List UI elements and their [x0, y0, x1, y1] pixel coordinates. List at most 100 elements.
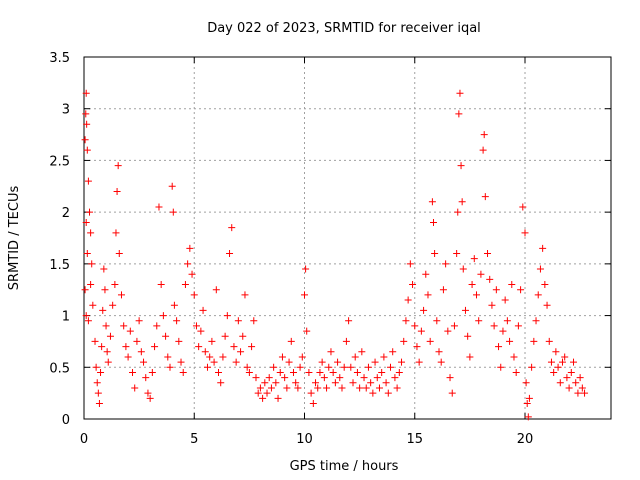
data-point — [327, 348, 335, 356]
data-point — [252, 374, 260, 382]
data-point — [83, 146, 91, 154]
data-point — [114, 162, 122, 170]
x-tick-label: 15 — [406, 432, 423, 447]
data-point — [83, 250, 91, 258]
data-point — [103, 348, 111, 356]
data-point — [481, 193, 489, 201]
data-point — [259, 394, 267, 402]
data-point — [534, 291, 542, 299]
data-point — [565, 384, 573, 392]
data-point — [404, 296, 412, 304]
data-point — [331, 379, 339, 387]
data-point — [444, 327, 452, 335]
data-point — [212, 286, 220, 294]
data-point — [248, 343, 256, 351]
data-point — [91, 337, 99, 345]
data-point — [439, 286, 447, 294]
data-point — [415, 358, 423, 366]
data-point — [274, 394, 282, 402]
data-point — [307, 389, 315, 397]
data-point — [442, 260, 450, 268]
data-point — [135, 317, 143, 325]
data-point — [164, 353, 172, 361]
data-point — [292, 379, 300, 387]
data-point — [199, 306, 207, 314]
data-point — [270, 363, 278, 371]
data-point — [201, 348, 209, 356]
data-point — [325, 363, 333, 371]
data-point — [360, 374, 368, 382]
x-tick-label: 5 — [190, 432, 198, 447]
data-point — [87, 281, 95, 289]
data-point — [285, 358, 293, 366]
data-point — [95, 399, 103, 407]
data-point — [323, 384, 331, 392]
data-point — [129, 368, 137, 376]
data-point — [429, 218, 437, 226]
data-point — [82, 312, 90, 320]
data-point — [320, 374, 328, 382]
data-point — [192, 322, 200, 330]
data-point — [378, 368, 386, 376]
data-point — [314, 384, 322, 392]
data-point — [530, 337, 538, 345]
data-point — [226, 250, 234, 258]
data-point — [367, 379, 375, 387]
data-point — [117, 291, 125, 299]
y-tick-label: 3 — [62, 103, 70, 118]
y-tick-label: 3.5 — [49, 51, 70, 66]
data-point — [486, 275, 494, 283]
data-point — [312, 379, 320, 387]
data-point — [380, 353, 388, 361]
data-point — [140, 358, 148, 366]
data-point — [411, 322, 419, 330]
data-point — [417, 327, 425, 335]
data-point — [166, 363, 174, 371]
x-tick-label: 10 — [296, 432, 313, 447]
data-point — [428, 198, 436, 206]
data-point — [446, 374, 454, 382]
data-point — [338, 384, 346, 392]
data-point — [532, 317, 540, 325]
data-point — [547, 358, 555, 366]
data-point — [356, 384, 364, 392]
data-point — [223, 312, 231, 320]
data-point — [543, 301, 551, 309]
data-point — [281, 374, 289, 382]
data-point — [217, 379, 225, 387]
data-point — [563, 374, 571, 382]
data-point — [195, 343, 203, 351]
data-point — [406, 260, 414, 268]
data-point — [437, 358, 445, 366]
data-point — [384, 389, 392, 397]
data-point — [232, 358, 240, 366]
data-point — [124, 353, 132, 361]
data-point — [294, 384, 302, 392]
data-point — [334, 358, 342, 366]
data-point — [137, 348, 145, 356]
data-point — [457, 162, 465, 170]
data-point — [157, 281, 165, 289]
data-point — [81, 136, 89, 144]
data-point — [342, 337, 350, 345]
data-point — [177, 358, 185, 366]
data-point — [89, 301, 97, 309]
y-tick-label: 2 — [62, 206, 70, 221]
data-point — [495, 343, 503, 351]
data-point — [142, 374, 150, 382]
data-point — [369, 389, 377, 397]
data-point — [81, 286, 89, 294]
data-point — [433, 317, 441, 325]
data-point — [88, 260, 96, 268]
data-point — [450, 322, 458, 330]
data-point — [234, 317, 242, 325]
data-point — [572, 379, 580, 387]
data-point — [250, 317, 258, 325]
data-point — [276, 368, 284, 376]
data-point — [514, 322, 522, 330]
data-point — [503, 317, 511, 325]
data-point — [420, 306, 428, 314]
data-point — [364, 363, 372, 371]
data-point — [278, 353, 286, 361]
data-point — [169, 208, 177, 216]
